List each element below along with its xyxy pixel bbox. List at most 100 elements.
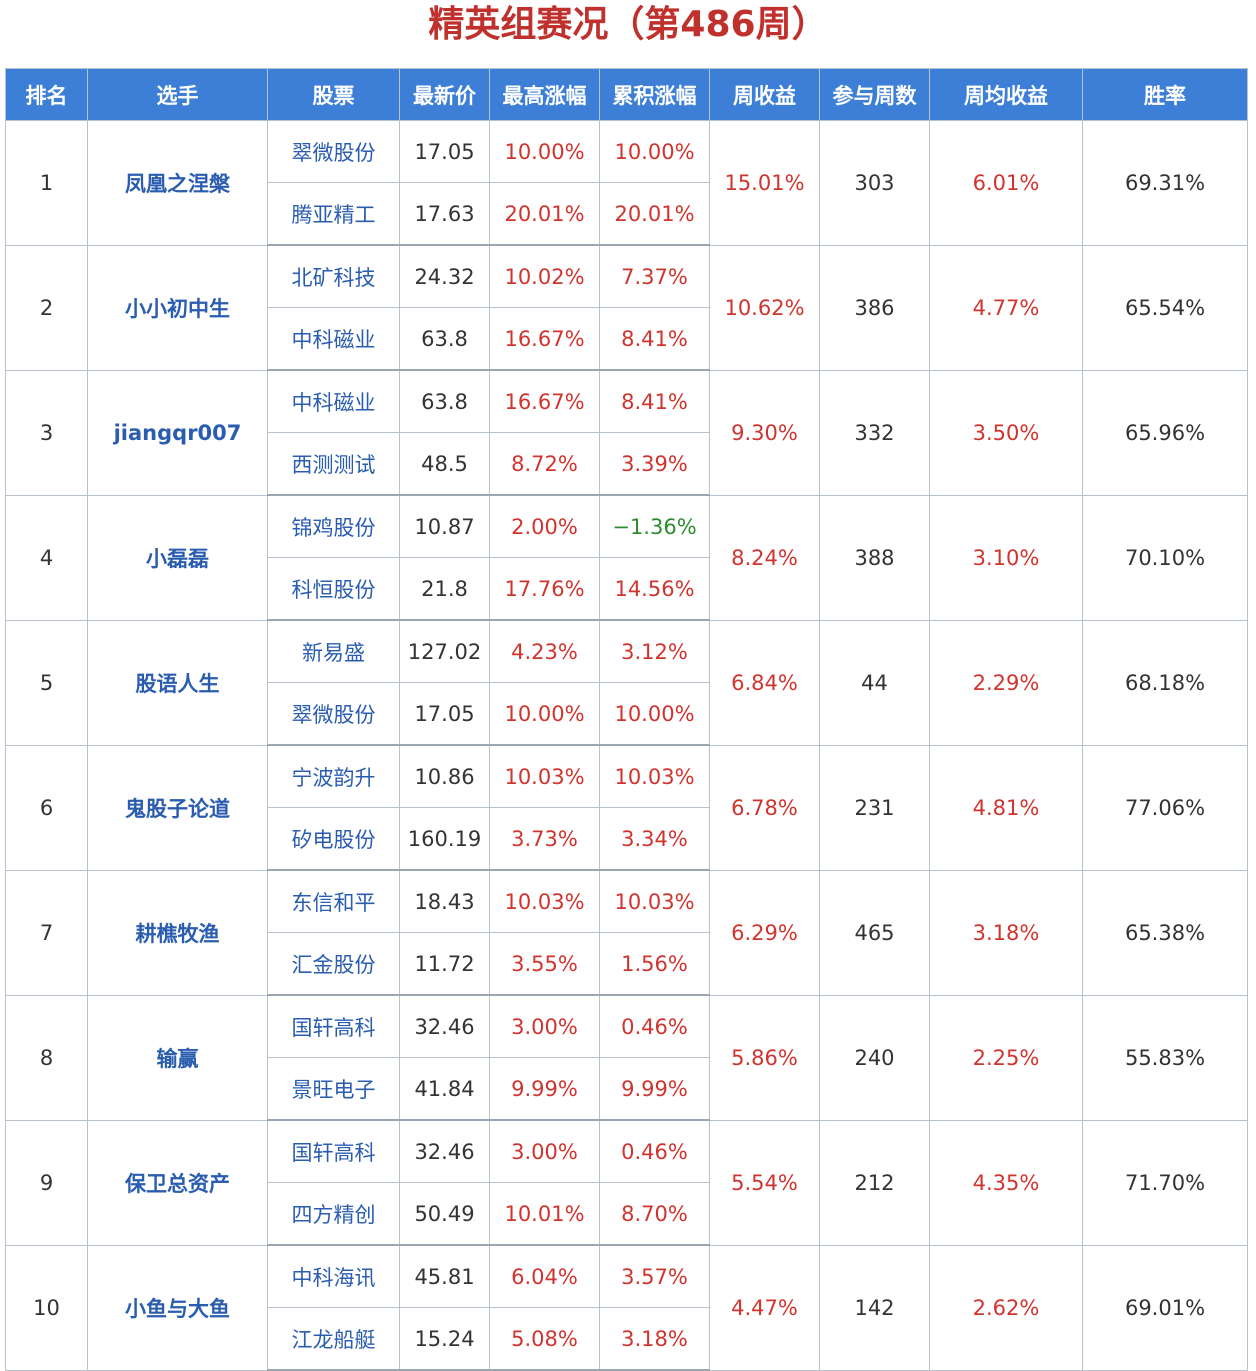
table-row: 10 小鱼与大鱼 中科海讯 45.81 6.04% 3.57% 4.47% 142 2.62% 6… [5, 1244, 1248, 1371]
table-row: 汇金股份 11.72 3.55% 1.56% [6, 932, 1248, 996]
ranking-table: 排名 选手 股票 最新价 最高涨幅 累积涨幅 周收益 参与周数 周均收益 胜率 … [5, 68, 1248, 1371]
weekly-return-cell: 4.47% [709, 1244, 820, 1371]
table-row: 腾亚精工 17.63 20.01% 20.01% [6, 182, 1248, 246]
cumulative-gain-cell: 10.00% [599, 120, 710, 183]
max-gain-cell: 3.00% [489, 994, 600, 1058]
stock-name-link[interactable]: 腾亚精工 [267, 182, 400, 246]
stock-name-link[interactable]: 科恒股份 [267, 557, 400, 621]
weekly-return-cell: 8.24% [709, 494, 820, 621]
latest-price-cell: 160.19 [399, 807, 490, 871]
table-row: 科恒股份 21.8 17.76% 14.56% [6, 557, 1248, 621]
stock-name-link[interactable]: 江龙船艇 [267, 1307, 400, 1371]
max-gain-cell: 4.23% [489, 619, 600, 683]
stock-name-link[interactable]: 中科海讯 [267, 1244, 400, 1308]
table-row: 6 鬼股子论道 宁波韵升 10.86 10.03% 10.03% 6.78% 231 4.81%… [5, 744, 1248, 871]
header-latest-price[interactable]: 最新价 [399, 68, 490, 121]
player-name-link[interactable]: 鬼股子论道 [87, 744, 268, 871]
table-body: 1 凤凰之涅槃 翠微股份 17.05 10.00% 10.00% 15.01% 303 6.01… [5, 120, 1248, 1371]
header-win-rate[interactable]: 胜率 [1082, 68, 1248, 121]
header-weeks-participated[interactable]: 参与周数 [819, 68, 930, 121]
cumulative-gain-cell: 10.03% [599, 744, 710, 808]
max-gain-cell: 16.67% [489, 369, 600, 433]
table-row: 9 保卫总资产 国轩高科 32.46 3.00% 0.46% 5.54% 212 4.35% 71… [5, 1119, 1248, 1246]
cumulative-gain-cell: 1.56% [599, 932, 710, 996]
stock-name-link[interactable]: 国轩高科 [267, 1119, 400, 1183]
header-cumulative-gain[interactable]: 累积涨幅 [599, 68, 710, 121]
latest-price-cell: 63.8 [399, 307, 490, 371]
win-rate-cell: 71.70% [1082, 1119, 1248, 1246]
latest-price-cell: 17.63 [399, 182, 490, 246]
rank-cell: 7 [5, 869, 88, 996]
cumulative-gain-cell: 7.37% [599, 244, 710, 308]
stock-name-link[interactable]: 汇金股份 [267, 932, 400, 996]
player-name-link[interactable]: 小小初中生 [87, 244, 268, 371]
latest-price-cell: 10.87 [399, 494, 490, 558]
win-rate-cell: 65.38% [1082, 869, 1248, 996]
stock-name-link[interactable]: 东信和平 [267, 869, 400, 933]
win-rate-cell: 55.83% [1082, 994, 1248, 1121]
player-name-link[interactable]: 小磊磊 [87, 494, 268, 621]
stock-name-link[interactable]: 景旺电子 [267, 1057, 400, 1121]
stock-name-link[interactable]: 国轩高科 [267, 994, 400, 1058]
rank-cell: 10 [5, 1244, 88, 1371]
stock-name-link[interactable]: 新易盛 [267, 619, 400, 683]
latest-price-cell: 48.5 [399, 432, 490, 496]
stock-name-link[interactable]: 矽电股份 [267, 807, 400, 871]
win-rate-cell: 69.01% [1082, 1244, 1248, 1371]
header-max-gain[interactable]: 最高涨幅 [489, 68, 600, 121]
player-name-link[interactable]: 股语人生 [87, 619, 268, 746]
stock-name-link[interactable]: 翠微股份 [267, 682, 400, 746]
avg-weekly-return-cell: 2.62% [929, 1244, 1083, 1371]
latest-price-cell: 17.05 [399, 120, 490, 183]
stock-name-link[interactable]: 中科磁业 [267, 307, 400, 371]
header-player[interactable]: 选手 [87, 68, 268, 121]
max-gain-cell: 8.72% [489, 432, 600, 496]
win-rate-cell: 65.96% [1082, 369, 1248, 496]
weeks-participated-cell: 44 [819, 619, 930, 746]
stock-name-link[interactable]: 宁波韵升 [267, 744, 400, 808]
header-weekly-return[interactable]: 周收益 [709, 68, 820, 121]
table-row: 1 凤凰之涅槃 翠微股份 17.05 10.00% 10.00% 15.01% 303 6.01… [5, 120, 1248, 246]
max-gain-cell: 10.00% [489, 120, 600, 183]
header-avg-weekly-return[interactable]: 周均收益 [929, 68, 1083, 121]
latest-price-cell: 41.84 [399, 1057, 490, 1121]
player-name-link[interactable]: 输赢 [87, 994, 268, 1121]
player-name-link[interactable]: 小鱼与大鱼 [87, 1244, 268, 1371]
stock-name-link[interactable]: 中科磁业 [267, 369, 400, 433]
rank-cell: 2 [5, 244, 88, 371]
cumulative-gain-cell: 10.03% [599, 869, 710, 933]
latest-price-cell: 11.72 [399, 932, 490, 996]
stock-name-link[interactable]: 锦鸡股份 [267, 494, 400, 558]
header-stock[interactable]: 股票 [267, 68, 400, 121]
max-gain-cell: 5.08% [489, 1307, 600, 1371]
weekly-return-cell: 6.29% [709, 869, 820, 996]
table-row: 3 jiangqr007 中科磁业 63.8 16.67% 8.41% 9.30% 332 3.… [5, 369, 1248, 496]
latest-price-cell: 45.81 [399, 1244, 490, 1308]
avg-weekly-return-cell: 3.50% [929, 369, 1083, 496]
cumulative-gain-cell: 20.01% [599, 182, 710, 246]
stock-name-link[interactable]: 北矿科技 [267, 244, 400, 308]
stock-name-link[interactable]: 四方精创 [267, 1182, 400, 1246]
weeks-participated-cell: 303 [819, 120, 930, 246]
weeks-participated-cell: 332 [819, 369, 930, 496]
player-name-link[interactable]: 凤凰之涅槃 [87, 120, 268, 246]
avg-weekly-return-cell: 4.77% [929, 244, 1083, 371]
latest-price-cell: 127.02 [399, 619, 490, 683]
max-gain-cell: 3.00% [489, 1119, 600, 1183]
stock-name-link[interactable]: 翠微股份 [267, 120, 400, 183]
header-rank[interactable]: 排名 [5, 68, 88, 121]
player-name-link[interactable]: jiangqr007 [87, 369, 268, 496]
table-row: 8 输赢 国轩高科 32.46 3.00% 0.46% 5.86% 240 2.25% 55.83… [5, 994, 1248, 1121]
max-gain-cell: 10.03% [489, 869, 600, 933]
stock-name-link[interactable]: 西测测试 [267, 432, 400, 496]
table-row: 翠微股份 17.05 10.00% 10.00% [6, 682, 1248, 746]
win-rate-cell: 65.54% [1082, 244, 1248, 371]
player-name-link[interactable]: 耕樵牧渔 [87, 869, 268, 996]
latest-price-cell: 63.8 [399, 369, 490, 433]
table-row: 中科磁业 63.8 16.67% 8.41% [6, 307, 1248, 371]
weeks-participated-cell: 212 [819, 1119, 930, 1246]
table-row: 江龙船艇 15.24 5.08% 3.18% [6, 1307, 1248, 1371]
latest-price-cell: 17.05 [399, 682, 490, 746]
max-gain-cell: 20.01% [489, 182, 600, 246]
player-name-link[interactable]: 保卫总资产 [87, 1119, 268, 1246]
